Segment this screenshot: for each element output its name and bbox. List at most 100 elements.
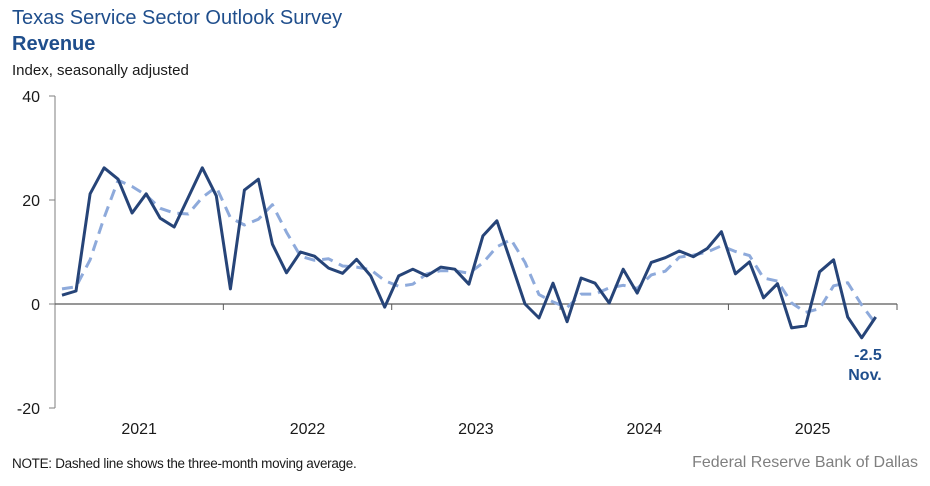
revenue-point bbox=[383, 306, 386, 309]
revenue-point bbox=[285, 271, 288, 274]
revenue-point bbox=[159, 217, 162, 220]
moving-average-point bbox=[467, 272, 470, 275]
revenue-point bbox=[201, 166, 204, 169]
moving-average-point bbox=[734, 250, 737, 253]
y-tick-label: 20 bbox=[22, 193, 40, 210]
revenue-point bbox=[874, 316, 877, 319]
moving-average-point bbox=[103, 216, 106, 219]
moving-average-point bbox=[846, 281, 849, 284]
moving-average-point bbox=[622, 284, 625, 287]
revenue-point bbox=[271, 243, 274, 246]
latest-value-label: -2.5 bbox=[854, 347, 882, 364]
revenue-line bbox=[61, 166, 877, 340]
moving-average-point bbox=[159, 207, 162, 210]
revenue-point bbox=[790, 326, 793, 329]
moving-average-point bbox=[243, 223, 246, 226]
revenue-point bbox=[481, 234, 484, 237]
y-tick-label: 0 bbox=[31, 297, 40, 314]
revenue-point bbox=[622, 268, 625, 271]
revenue-point bbox=[103, 166, 106, 169]
revenue-point bbox=[720, 230, 723, 233]
y-tick-label: -20 bbox=[17, 401, 40, 418]
revenue-point bbox=[664, 256, 667, 259]
moving-average-point bbox=[173, 212, 176, 215]
moving-average-point bbox=[131, 185, 134, 188]
moving-average-point bbox=[201, 196, 204, 199]
revenue-point bbox=[243, 189, 246, 192]
moving-average-point bbox=[453, 269, 456, 272]
revenue-point bbox=[61, 294, 64, 297]
moving-average-point bbox=[383, 279, 386, 282]
moving-average-point bbox=[299, 255, 302, 258]
moving-average-point bbox=[762, 277, 765, 280]
revenue-point bbox=[411, 268, 414, 271]
moving-average-point bbox=[425, 272, 428, 275]
revenue-point bbox=[439, 266, 442, 269]
revenue-point bbox=[75, 290, 78, 293]
revenue-point bbox=[397, 274, 400, 277]
moving-average-point bbox=[89, 258, 92, 261]
moving-average-point bbox=[608, 286, 611, 289]
moving-average-point bbox=[692, 254, 695, 257]
moving-average-point bbox=[874, 322, 877, 325]
moving-average-point bbox=[271, 203, 274, 206]
moving-average-point bbox=[397, 285, 400, 288]
x-tick-label: 2024 bbox=[626, 421, 662, 438]
revenue-point bbox=[650, 261, 653, 264]
moving-average-point bbox=[538, 293, 541, 296]
revenue-point bbox=[860, 336, 863, 339]
moving-average-point bbox=[664, 270, 667, 273]
y-tick-label: 40 bbox=[22, 89, 40, 106]
moving-average-point bbox=[706, 251, 709, 254]
revenue-point bbox=[327, 267, 330, 270]
moving-average-point bbox=[790, 301, 793, 304]
moving-average-point bbox=[832, 284, 835, 287]
moving-average-point bbox=[523, 261, 526, 264]
moving-average-point bbox=[594, 293, 597, 296]
chart-subtitle: Revenue bbox=[12, 33, 96, 55]
revenue-point bbox=[467, 283, 470, 286]
series-lines bbox=[61, 166, 877, 340]
x-tick-label: 2021 bbox=[121, 421, 157, 438]
revenue-point bbox=[580, 277, 583, 280]
moving-average-point bbox=[61, 287, 64, 290]
revenue-point bbox=[355, 258, 358, 261]
source-credit: Federal Reserve Bank of Dallas bbox=[692, 454, 918, 471]
moving-average-point bbox=[187, 213, 190, 216]
moving-average-point bbox=[566, 306, 569, 309]
revenue-point bbox=[341, 272, 344, 275]
revenue-point bbox=[495, 219, 498, 222]
revenue-point bbox=[509, 261, 512, 264]
moving-average-point bbox=[636, 287, 639, 290]
axes bbox=[49, 95, 898, 409]
x-tick-label: 2023 bbox=[458, 421, 494, 438]
moving-average-point bbox=[257, 218, 260, 221]
moving-average-point bbox=[776, 280, 779, 283]
moving-average-point bbox=[369, 268, 372, 271]
revenue-point bbox=[552, 282, 555, 285]
moving-average-point bbox=[75, 285, 78, 288]
moving-average-point bbox=[229, 216, 232, 219]
revenue-point bbox=[215, 194, 218, 197]
revenue-point bbox=[636, 292, 639, 295]
moving-average-point bbox=[439, 269, 442, 272]
revenue-point bbox=[706, 247, 709, 250]
revenue-point bbox=[678, 249, 681, 252]
moving-average-point bbox=[509, 238, 512, 241]
moving-average-point bbox=[804, 311, 807, 314]
revenue-point bbox=[369, 274, 372, 277]
latest-month-label: Nov. bbox=[848, 367, 881, 384]
moving-average-point bbox=[313, 259, 316, 262]
moving-average-point bbox=[355, 266, 358, 269]
moving-average-point bbox=[327, 257, 330, 260]
moving-average-point bbox=[720, 244, 723, 247]
moving-average-point bbox=[341, 265, 344, 268]
revenue-point bbox=[187, 196, 190, 199]
revenue-point bbox=[608, 301, 611, 304]
revenue-point bbox=[818, 270, 821, 273]
moving-average-point bbox=[145, 194, 148, 197]
revenue-point bbox=[748, 260, 751, 263]
revenue-point bbox=[313, 255, 316, 258]
chart-title: Texas Service Sector Outlook Survey bbox=[12, 7, 343, 29]
